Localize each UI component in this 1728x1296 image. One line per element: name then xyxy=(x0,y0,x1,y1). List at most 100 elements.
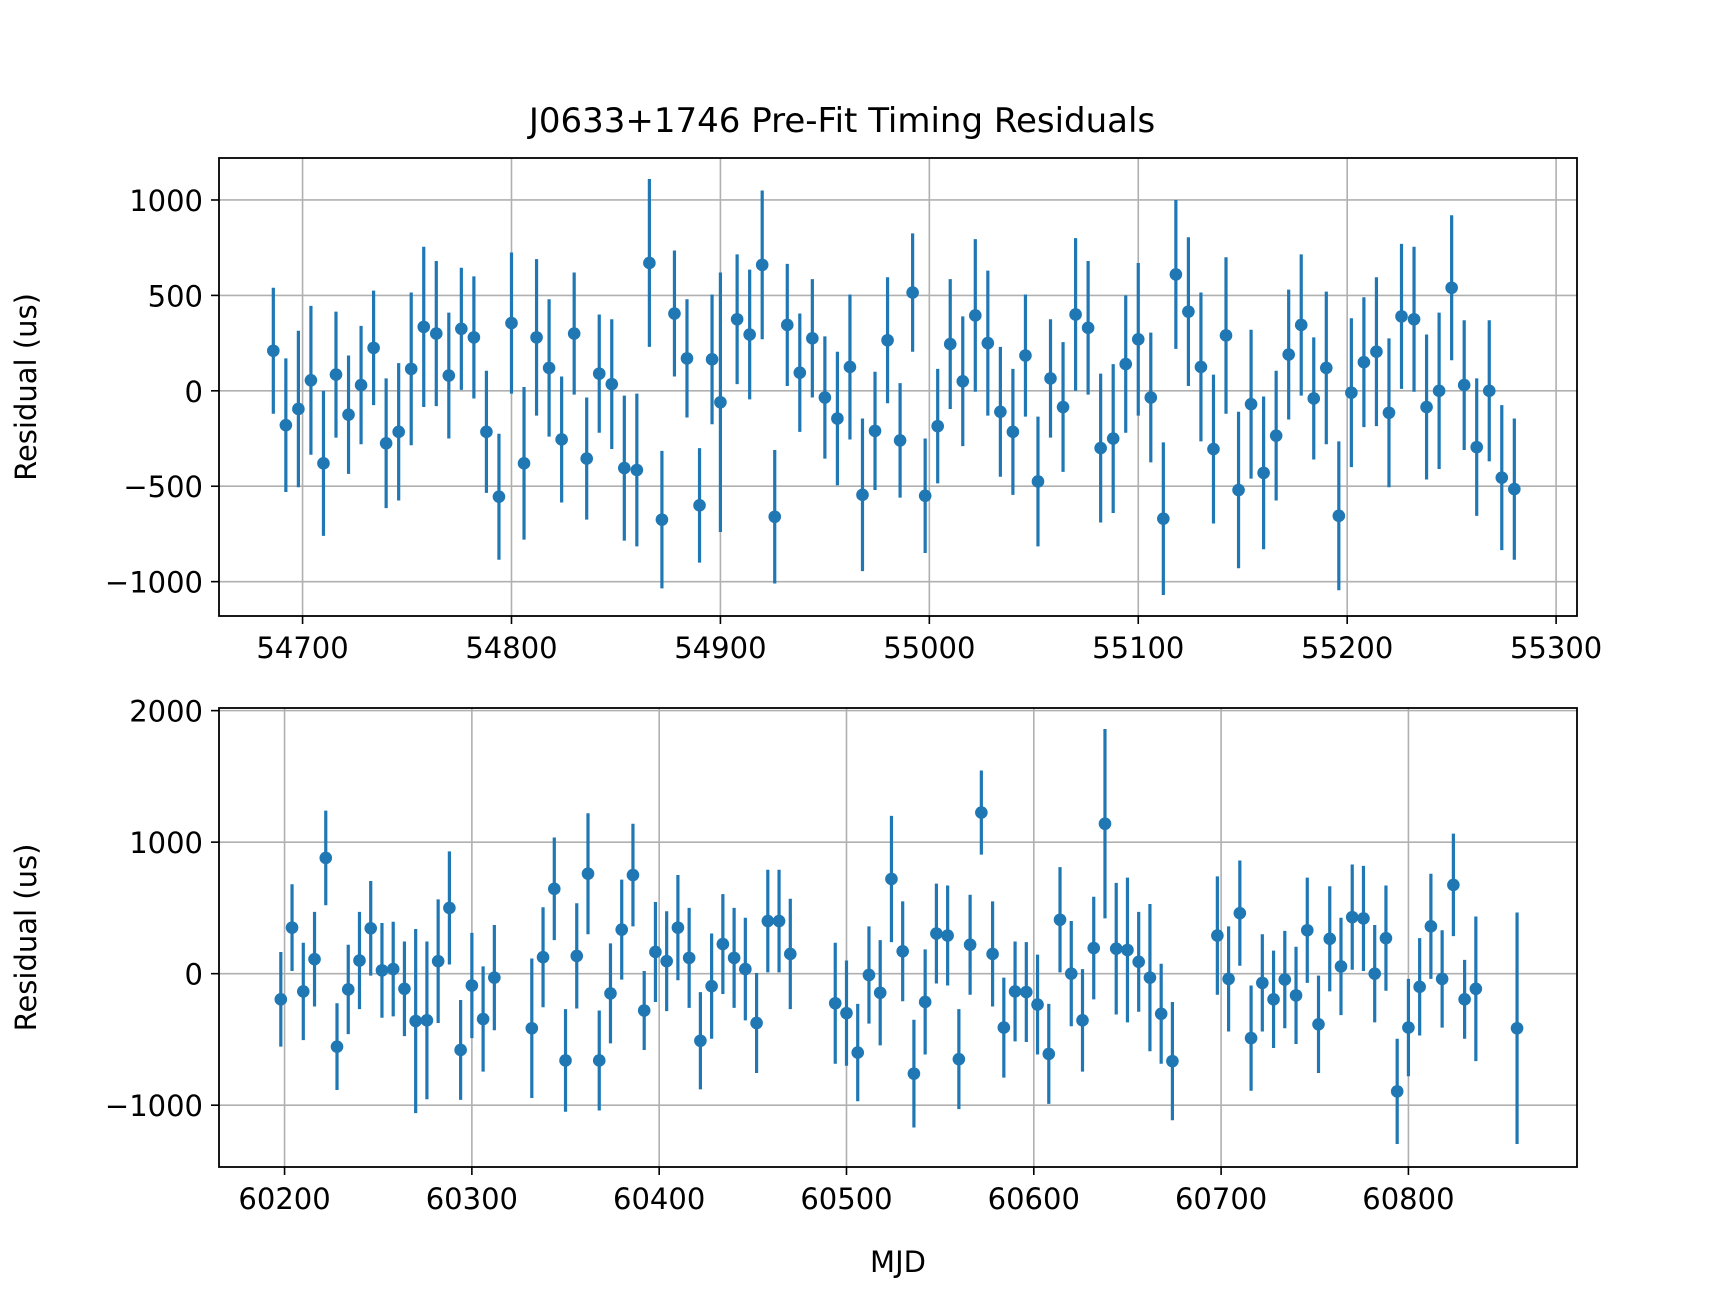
data-point xyxy=(1289,989,1303,1002)
data-point xyxy=(1019,349,1032,362)
data-point xyxy=(618,461,631,475)
data-point xyxy=(330,1040,344,1053)
chart-title: J0633+1746 Pre-Fit Timing Residuals xyxy=(527,101,1155,141)
data-point xyxy=(881,333,894,347)
data-point xyxy=(1119,357,1133,371)
data-point xyxy=(649,945,662,959)
data-point xyxy=(455,322,468,336)
data-point xyxy=(1006,425,1020,439)
data-point xyxy=(1424,920,1438,933)
data-point xyxy=(530,331,543,344)
data-point xyxy=(367,341,380,355)
data-point xyxy=(1282,348,1295,361)
data-point xyxy=(997,1021,1011,1034)
data-point xyxy=(1098,817,1112,831)
x-tick-label: 60700 xyxy=(1175,1182,1267,1216)
data-point xyxy=(1495,471,1509,484)
data-point xyxy=(431,954,445,968)
x-axis-label: MJD xyxy=(870,1245,926,1279)
data-point xyxy=(592,367,606,380)
data-point xyxy=(1182,305,1195,318)
data-point xyxy=(1435,972,1449,986)
data-point xyxy=(379,436,393,450)
data-point xyxy=(1267,993,1280,1006)
x-tick-label: 60600 xyxy=(988,1182,1080,1216)
data-point xyxy=(342,408,355,421)
data-point xyxy=(1458,993,1471,1006)
data-point xyxy=(1207,442,1220,456)
data-point xyxy=(1044,372,1057,385)
y-tick-label: 1000 xyxy=(129,184,203,218)
data-point xyxy=(1370,345,1383,358)
data-point xyxy=(1334,960,1348,973)
y-axis-label: Residual (us) xyxy=(9,293,43,481)
data-point xyxy=(793,366,807,379)
data-point xyxy=(755,258,769,272)
data-point xyxy=(1020,985,1033,999)
data-point xyxy=(1031,998,1044,1011)
data-point xyxy=(1194,360,1208,374)
data-point xyxy=(818,391,832,404)
data-point xyxy=(626,868,640,882)
data-point xyxy=(1144,391,1158,404)
data-point xyxy=(1345,910,1359,924)
data-point xyxy=(454,1043,467,1057)
data-point xyxy=(1042,1047,1056,1061)
data-point xyxy=(404,362,418,376)
data-point xyxy=(1470,440,1484,454)
data-point xyxy=(906,286,919,299)
x-tick-label: 55200 xyxy=(1301,631,1393,665)
data-point xyxy=(1345,386,1358,400)
data-point xyxy=(1131,332,1145,346)
data-point xyxy=(1069,308,1082,321)
data-point xyxy=(1222,972,1235,986)
data-point xyxy=(1307,392,1321,405)
data-point xyxy=(304,374,318,387)
data-point xyxy=(856,488,869,502)
data-point xyxy=(465,979,479,992)
data-point xyxy=(292,402,305,416)
data-point xyxy=(279,418,293,432)
x-tick-label: 60200 xyxy=(238,1182,330,1216)
y-tick-label: 0 xyxy=(185,958,203,992)
data-point xyxy=(317,457,330,470)
x-tick-label: 55000 xyxy=(883,631,975,665)
data-point xyxy=(1143,971,1157,984)
data-point xyxy=(604,987,617,1000)
data-point xyxy=(705,979,718,993)
y-tick-label: 1000 xyxy=(129,826,203,860)
data-point xyxy=(386,962,400,976)
data-point xyxy=(1482,384,1496,398)
x-tick-label: 55100 xyxy=(1092,631,1184,665)
data-point xyxy=(296,985,310,998)
data-point xyxy=(730,312,744,326)
data-point xyxy=(1257,466,1270,480)
data-point xyxy=(768,510,782,524)
y-tick-label: −1000 xyxy=(105,1089,203,1123)
data-point xyxy=(828,996,842,1010)
data-point xyxy=(1390,1085,1404,1098)
data-point xyxy=(476,1012,490,1026)
data-point xyxy=(1420,400,1433,414)
data-point xyxy=(1382,406,1396,420)
data-point xyxy=(1508,482,1521,496)
data-point xyxy=(1357,912,1370,925)
y-tick-label: −1000 xyxy=(105,566,203,600)
data-point xyxy=(615,923,629,936)
data-point xyxy=(1244,1031,1258,1045)
data-point xyxy=(705,353,719,366)
data-point xyxy=(364,921,378,935)
data-point xyxy=(727,951,741,965)
data-point xyxy=(918,995,932,1009)
data-point xyxy=(994,405,1007,419)
x-tick-label: 60300 xyxy=(426,1182,518,1216)
data-point xyxy=(1166,1054,1179,1068)
data-point xyxy=(1064,967,1078,980)
data-point xyxy=(931,419,944,433)
y-tick-label: −500 xyxy=(123,470,203,504)
data-point xyxy=(873,986,887,1000)
data-point xyxy=(605,377,619,391)
data-point xyxy=(772,914,786,928)
data-point xyxy=(1300,923,1314,937)
